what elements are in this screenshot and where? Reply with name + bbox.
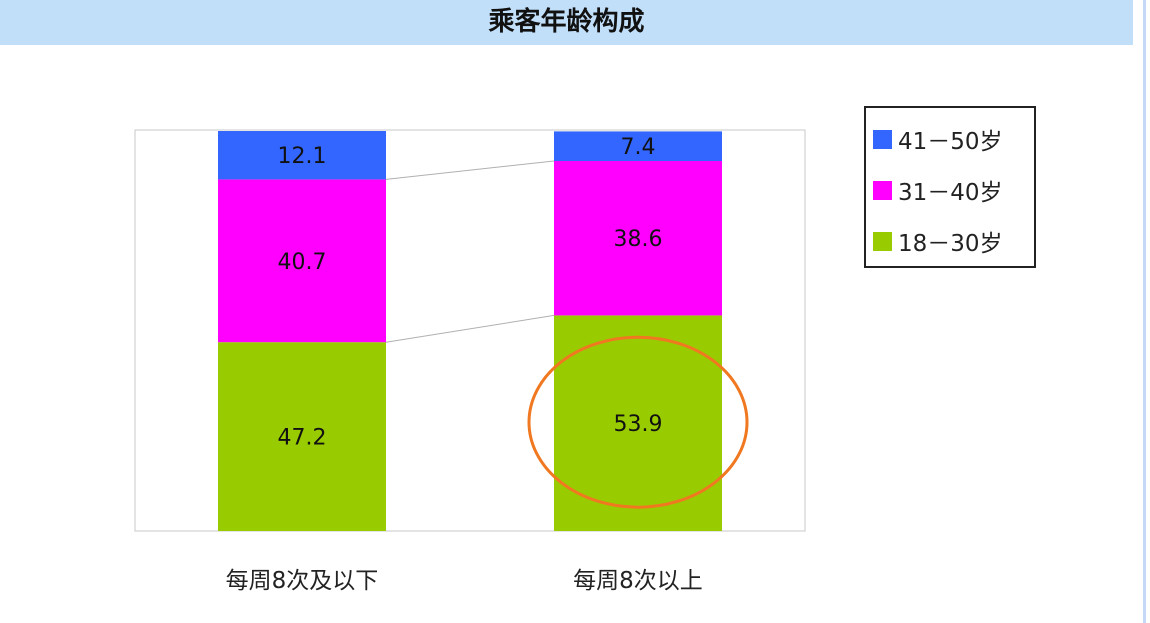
legend-box	[864, 106, 1036, 268]
category-label: 每周8次以上	[573, 568, 703, 594]
bar-segment	[218, 179, 386, 343]
connector-line	[385, 314, 555, 343]
bar-segment	[218, 342, 386, 531]
data-label: 38.6	[614, 227, 663, 252]
chart-title: 乘客年龄构成	[0, 0, 1133, 45]
data-label: 12.1	[278, 144, 327, 169]
data-label: 47.2	[278, 426, 327, 451]
data-label: 40.7	[278, 250, 327, 275]
data-label: 53.9	[614, 412, 663, 437]
legend-swatch	[873, 181, 892, 200]
legend-swatch	[873, 130, 892, 149]
data-label: 7.4	[621, 135, 656, 160]
category-label: 每周8次及以下	[226, 568, 379, 594]
legend-swatch	[873, 232, 892, 251]
legend-label: 41－50岁	[898, 129, 1003, 155]
legend-label: 31－40岁	[898, 180, 1003, 206]
bar-segment	[554, 131, 722, 161]
bar-segment	[218, 131, 386, 180]
panel-border	[1143, 0, 1146, 623]
legend-label: 18－30岁	[898, 231, 1003, 257]
bar-segment	[554, 161, 722, 316]
annotation-ellipse	[527, 335, 749, 509]
connector-line	[385, 160, 555, 180]
